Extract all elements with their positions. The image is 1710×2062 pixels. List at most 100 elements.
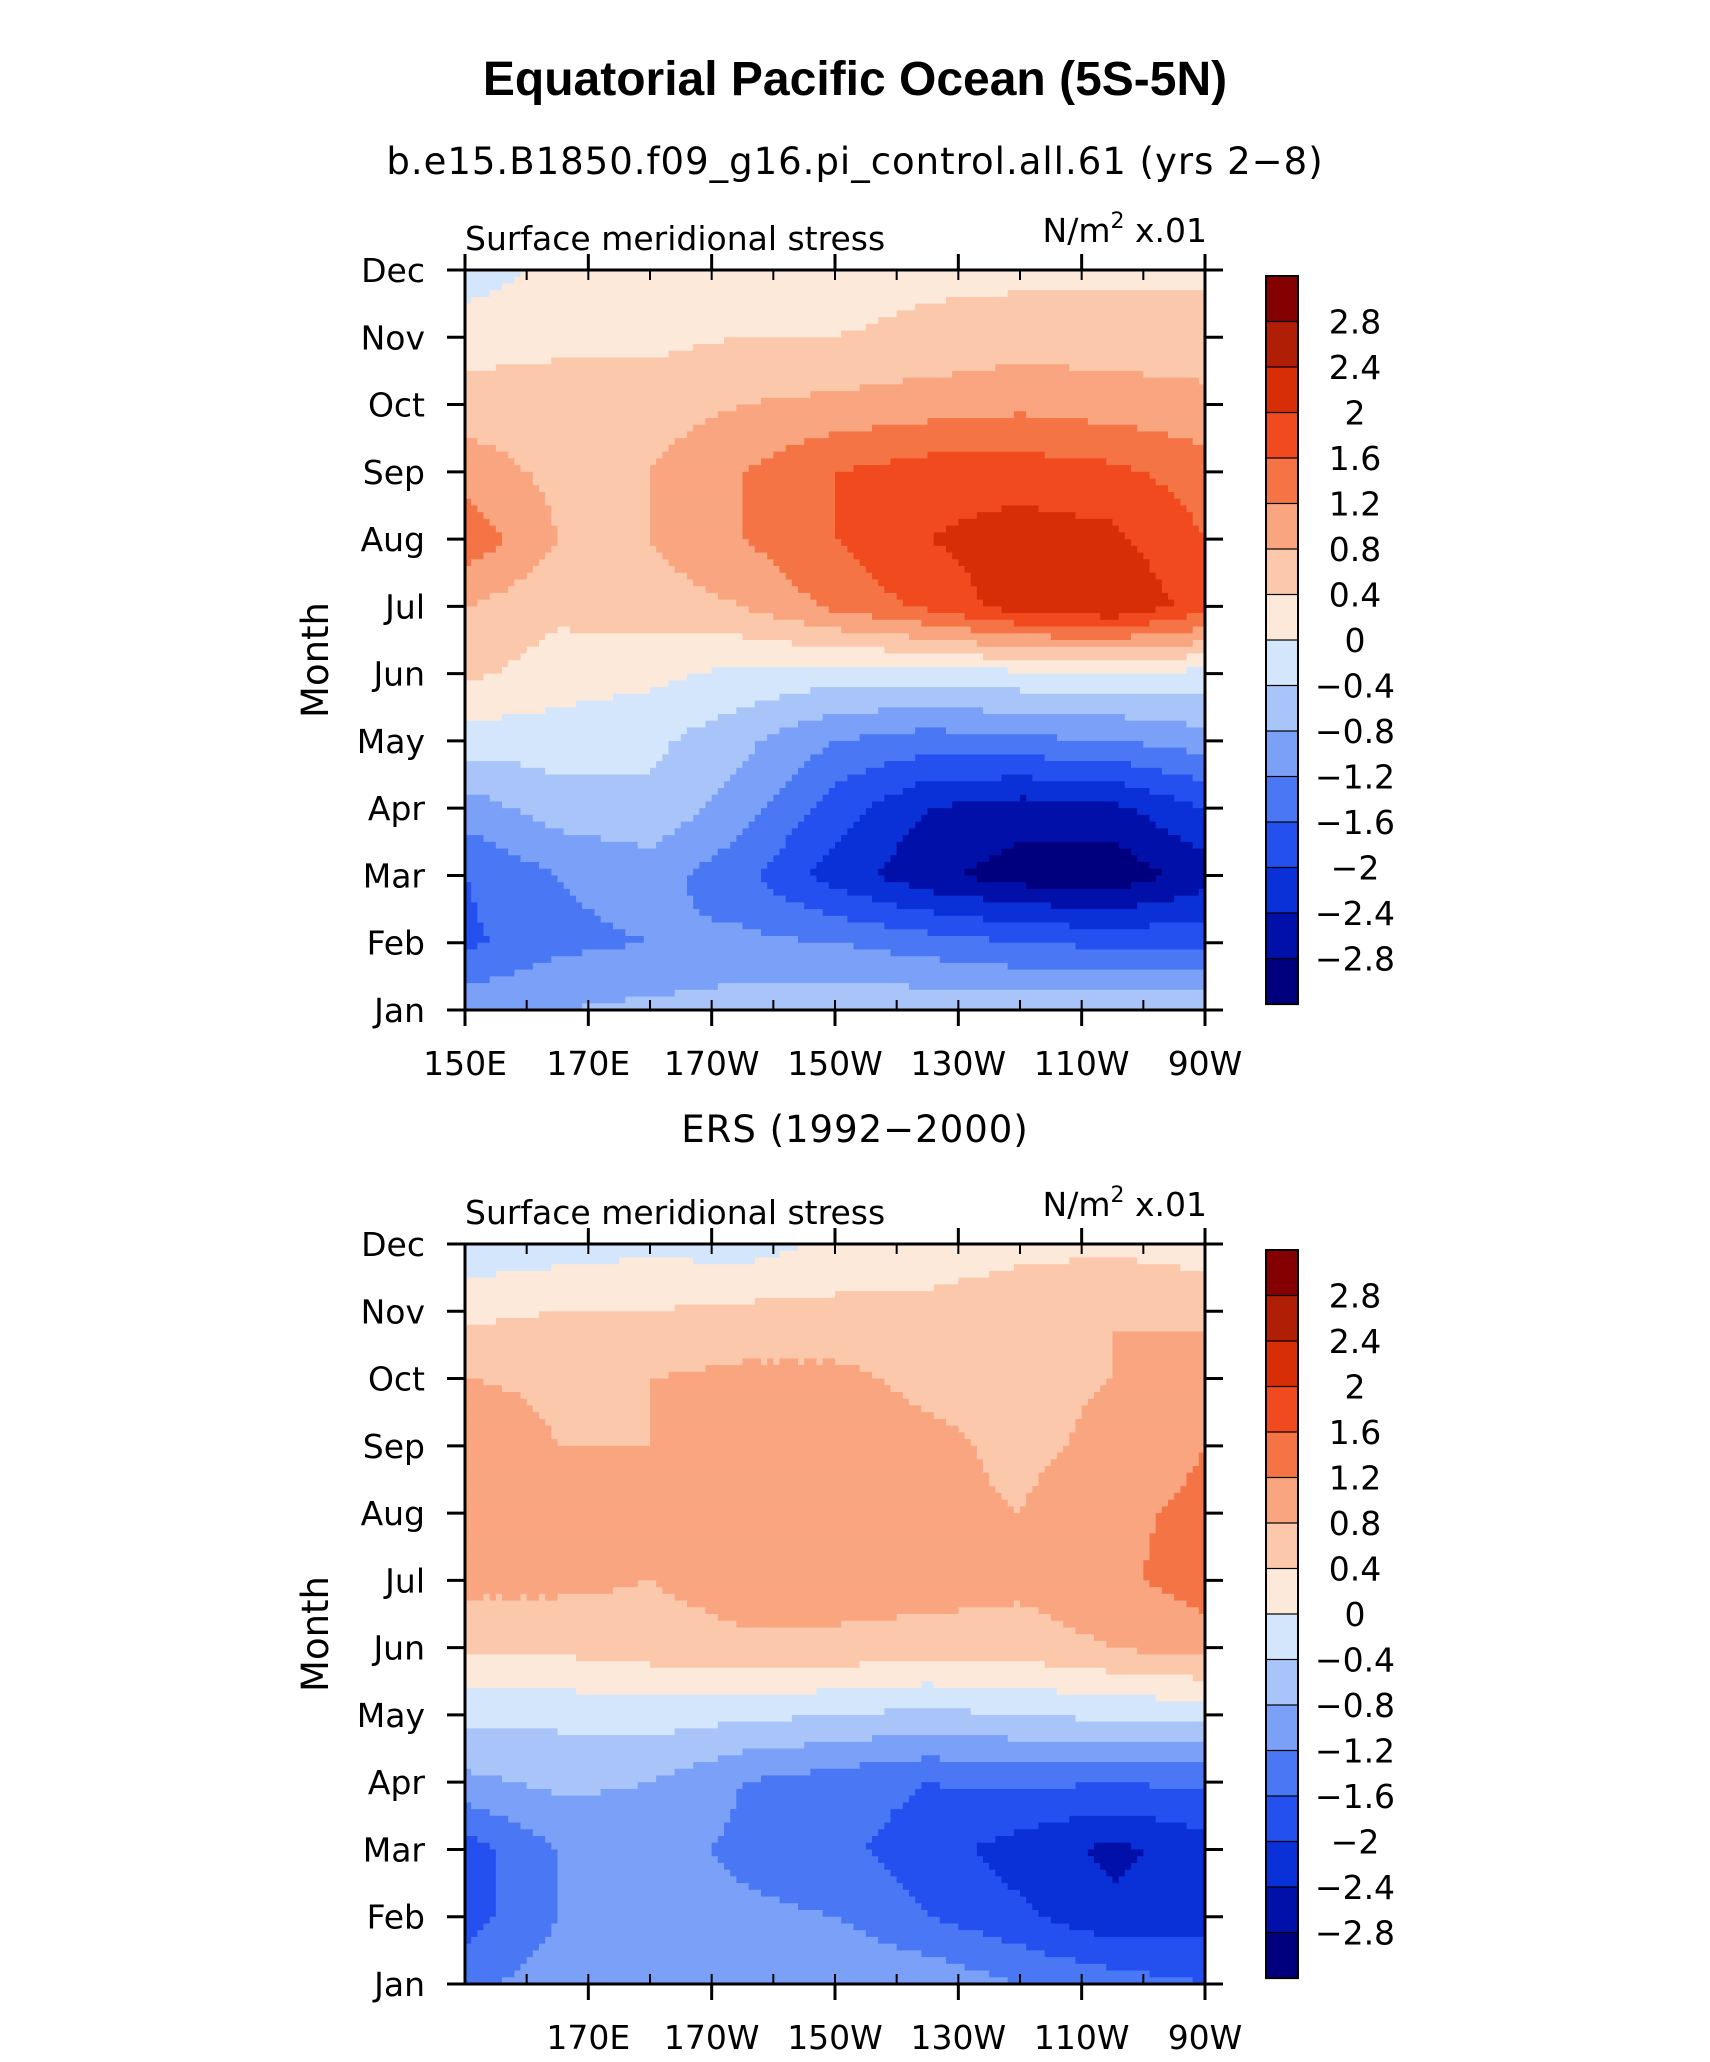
colorbar-label: 2 (1345, 1368, 1366, 1407)
contour-cell (465, 364, 497, 372)
contour-cell (1149, 1580, 1206, 1588)
colorbar-label: −2 (1331, 849, 1380, 888)
contour-cell (465, 317, 879, 325)
contour-cell (465, 1418, 546, 1427)
contour-cell (1192, 1674, 1206, 1682)
contour-cell (1038, 1472, 1188, 1481)
contour-cell (946, 727, 1206, 735)
contour-cell (465, 478, 534, 486)
contour-cell (483, 835, 602, 843)
contour-cell (1007, 1735, 1206, 1743)
colorbar-frame (1265, 1249, 1299, 1979)
contour-cell (526, 1782, 639, 1790)
contour-cell (841, 1620, 1064, 1629)
contour-cell (465, 1701, 1206, 1709)
contour-cell (465, 727, 688, 735)
y-tick-label: Jan (372, 1965, 425, 2004)
contour-cell (835, 518, 959, 527)
contour-cell (933, 888, 1200, 897)
contour-cell (847, 545, 947, 554)
contour-cell (465, 424, 694, 433)
contour-cell (909, 983, 1206, 991)
contour-cell (465, 1573, 1144, 1581)
contour-cell (761, 1889, 910, 1898)
contour-cell (539, 1311, 1206, 1319)
contour-cell (465, 1930, 478, 1938)
contour-cell (915, 781, 1126, 789)
contour-cell (976, 1445, 1064, 1454)
contour-cell (465, 922, 485, 930)
contour-cell (465, 337, 725, 345)
contour-cell (1149, 566, 1206, 574)
contour-cell (514, 276, 1206, 285)
contour-cell (1013, 1829, 1206, 1837)
contour-cell (822, 714, 1126, 722)
contour-cell (835, 1291, 1206, 1299)
contour-cell (465, 431, 688, 439)
contour-cell (465, 1560, 1144, 1568)
contour-cell (976, 1452, 1058, 1460)
contour-cell (773, 559, 861, 567)
contour-cell (465, 377, 904, 385)
contour-cell (835, 781, 916, 789)
contour-cell (551, 505, 651, 513)
contour-cell (1186, 1822, 1206, 1830)
contour-cell (1149, 559, 1206, 567)
contour-cell (773, 451, 929, 459)
contour-cell (902, 788, 1151, 796)
contour-cell (1075, 1957, 1206, 1965)
colorbar-label: −2 (1331, 1823, 1380, 1862)
contour-cell (724, 1822, 885, 1830)
contour-cell (754, 740, 830, 749)
contour-cell (983, 915, 1206, 924)
contour-cell (465, 1889, 497, 1898)
y-tick-label: Jul (383, 1561, 425, 1600)
contour-cell (674, 1304, 1206, 1312)
contour-cell (976, 512, 1077, 520)
contour-cell (699, 862, 768, 870)
contour-cell (465, 1244, 799, 1252)
contour-cell (674, 1768, 811, 1777)
contour-cell (1013, 841, 1120, 850)
contour-cell (1069, 1432, 1206, 1440)
contour-cell (711, 855, 774, 863)
contour-cell (1001, 774, 1033, 782)
contour-cell (902, 1883, 1009, 1891)
contour-cell (970, 626, 1194, 634)
contour-cell (754, 1297, 1206, 1306)
contour-cell (884, 646, 1206, 655)
contour-cell (514, 1970, 990, 1978)
contour-cell (465, 1856, 497, 1864)
y-tick-label: Nov (361, 318, 425, 357)
contour-cell (1057, 1452, 1200, 1460)
contour-cell (995, 1869, 1107, 1877)
contour-cell (1112, 1344, 1206, 1353)
contour-cell (1137, 424, 1206, 433)
contour-cell (465, 761, 522, 769)
x-tick-label: 90W (1168, 2018, 1243, 2057)
contour-cell (1192, 512, 1206, 520)
contour-cell (1198, 1452, 1206, 1460)
contour-cell (724, 1829, 879, 1837)
contour-cell (822, 794, 885, 803)
contour-cell (465, 680, 670, 688)
contour-cell (890, 855, 990, 863)
contour-cell (545, 707, 737, 715)
contour-cell (1087, 1849, 1144, 1857)
contour-cell (835, 485, 1169, 493)
contour-cell (884, 761, 1132, 769)
contour-cell (865, 323, 1206, 332)
contour-cell (705, 418, 929, 426)
contour-cell (693, 344, 1206, 352)
contour-cell (489, 592, 719, 601)
contour-cell (1192, 1466, 1206, 1474)
contour-cell (1174, 794, 1206, 803)
contour-cell (890, 1869, 996, 1877)
contour-cell (909, 1795, 1206, 1803)
contour-cell (465, 1721, 719, 1729)
x-tick-label: 110W (1034, 1044, 1130, 1083)
colorbar-label: −0.8 (1315, 712, 1395, 751)
contour-cell (1118, 841, 1194, 850)
contour-cell (650, 492, 744, 500)
contour-cell (465, 1755, 719, 1763)
